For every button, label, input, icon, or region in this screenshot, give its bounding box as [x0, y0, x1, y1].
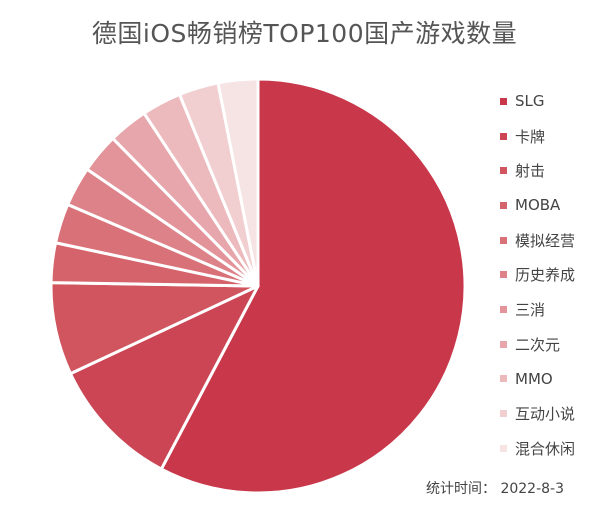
- legend-swatch: [500, 444, 507, 452]
- legend-swatch: [500, 236, 507, 244]
- legend-item-9: 互动小说: [500, 396, 575, 431]
- legend-item-6: 三消: [500, 292, 575, 327]
- pie-slice-10: [216, 77, 260, 288]
- legend-label: SLG: [515, 92, 545, 111]
- legend-swatch: [500, 132, 507, 140]
- stat-date-note: 统计时间： 2022-8-3: [426, 481, 564, 497]
- legend-item-3: MOBA: [500, 188, 575, 223]
- legend-swatch: [500, 97, 507, 105]
- legend-swatch: [500, 167, 507, 175]
- legend-item-7: 二次元: [500, 327, 575, 362]
- pie-slice-1: [68, 284, 260, 471]
- legend-swatch: [500, 201, 507, 209]
- legend-label: 历史养成: [515, 266, 576, 285]
- legend-label: MOBA: [515, 196, 561, 215]
- pie-slice-0: [159, 77, 467, 495]
- legend-swatch: [500, 271, 507, 279]
- chart-legend: SLG 卡牌射击 MOBA 模拟经营历史养成三消二次元 MMO 互动小说混合休闲: [500, 84, 575, 466]
- legend-swatch: [500, 340, 507, 348]
- legend-label: 三消: [515, 300, 546, 319]
- chart-title: 德国iOS畅销榜TOP100国产游戏数量: [91, 19, 518, 48]
- legend-item-5: 历史养成: [500, 257, 575, 292]
- legend-label: 卡牌: [515, 127, 546, 146]
- legend-item-8: MMO: [500, 362, 575, 397]
- legend-swatch: [500, 410, 507, 418]
- legend-label: MMO: [515, 369, 553, 388]
- legend-label: 混合休闲: [515, 439, 576, 458]
- legend-swatch: [500, 375, 507, 383]
- legend-swatch: [500, 305, 507, 313]
- legend-label: 模拟经营: [515, 231, 576, 250]
- legend-item-4: 模拟经营: [500, 223, 575, 258]
- legend-item-1: 卡牌: [500, 119, 575, 154]
- legend-label: 二次元: [515, 335, 561, 354]
- legend-label: 射击: [515, 162, 546, 181]
- legend-item-10: 混合休闲: [500, 431, 575, 466]
- legend-label: 互动小说: [515, 405, 576, 424]
- legend-item-0: SLG: [500, 84, 575, 119]
- legend-item-2: 射击: [500, 153, 575, 188]
